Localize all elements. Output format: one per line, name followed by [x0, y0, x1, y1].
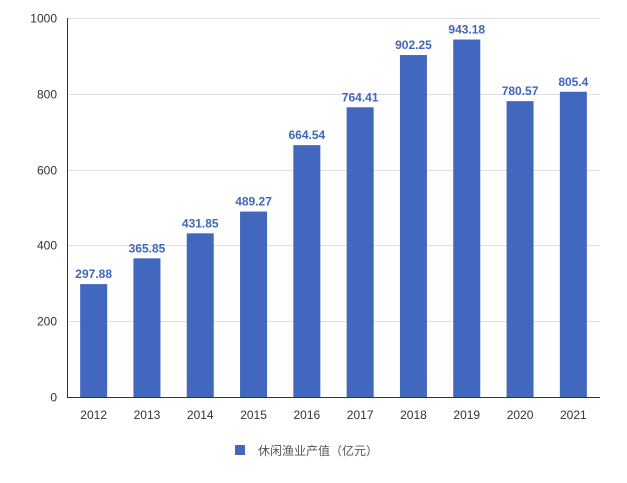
bar-2018[interactable] [399, 55, 427, 398]
x-tick-label: 2018 [400, 408, 427, 422]
legend-swatch-icon [235, 445, 245, 455]
data-label-2021: 805.4 [558, 75, 588, 89]
bar-2020[interactable] [506, 101, 534, 397]
data-label-2014: 431.85 [182, 216, 219, 230]
y-tick-label: 800 [37, 88, 57, 102]
y-tick-label: 200 [37, 315, 57, 329]
bar-2015[interactable] [240, 211, 268, 397]
data-label-2018: 902.25 [395, 38, 432, 52]
x-tick-label: 2020 [507, 408, 534, 422]
data-label-2013: 365.85 [129, 241, 166, 255]
data-label-2020: 780.57 [502, 84, 539, 98]
x-tick-label: 2013 [134, 408, 161, 422]
y-tick-label: 600 [37, 164, 57, 178]
y-tick-label: 400 [37, 239, 57, 253]
x-tick-label: 2014 [187, 408, 214, 422]
x-tick-label: 2015 [240, 408, 267, 422]
bar-2014[interactable] [186, 233, 214, 397]
bars [80, 39, 587, 398]
data-label-2017: 764.41 [342, 90, 379, 104]
x-axis-ticks: 2012 2013 2014 2015 2016 2017 2018 2019 2020 2021 [80, 408, 587, 422]
bar-2021[interactable] [559, 91, 587, 397]
legend-label: 休闲渔业产值（亿元） [258, 443, 378, 458]
legend[interactable]: 休闲渔业产值（亿元） [235, 443, 378, 458]
x-tick-label: 2012 [80, 408, 107, 422]
bar-2012[interactable] [80, 284, 108, 397]
y-tick-label: 1000 [30, 12, 57, 26]
y-axis-ticks: 0 200 400 600 800 1000 [30, 12, 57, 405]
bar-2019[interactable] [453, 39, 481, 397]
data-label-2012: 297.88 [75, 267, 112, 281]
data-label-2016: 664.54 [288, 128, 325, 142]
x-tick-label: 2016 [293, 408, 320, 422]
bar-2013[interactable] [133, 258, 161, 397]
y-tick-label: 0 [50, 391, 57, 405]
x-tick-label: 2017 [347, 408, 374, 422]
bar-2016[interactable] [293, 145, 321, 397]
data-label-2015: 489.27 [235, 195, 272, 209]
data-label-2019: 943.18 [448, 23, 485, 37]
bar-2017[interactable] [346, 107, 374, 398]
x-tick-label: 2021 [560, 408, 587, 422]
data-labels: 297.88 365.85 431.85 489.27 664.54 764.41 902.… [75, 23, 588, 282]
x-tick-label: 2019 [453, 408, 480, 422]
